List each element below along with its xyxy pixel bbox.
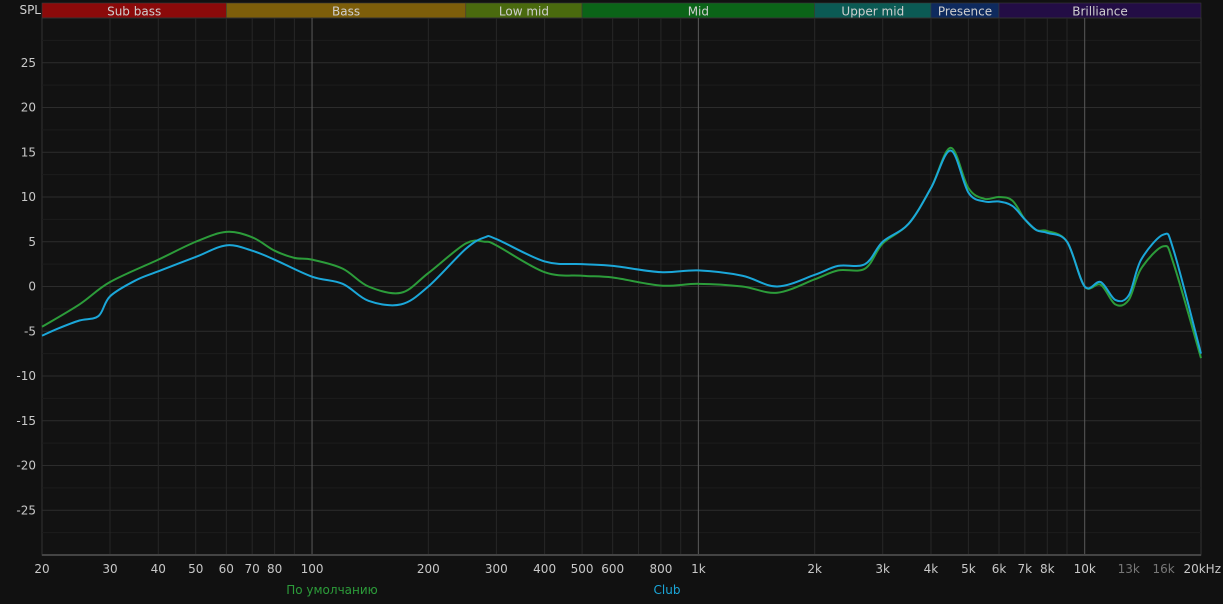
x-tick-label: 200 (417, 562, 440, 576)
x-tick-label: 10k (1074, 562, 1096, 576)
y-axis-label: SPL (19, 3, 41, 17)
series-line-1 (41, 149, 1202, 354)
x-tick-label: 8k (1040, 562, 1055, 576)
y-tick-label: -20 (16, 459, 36, 473)
band-label: Low mid (499, 5, 549, 19)
y-tick-label: 25 (21, 56, 36, 70)
band-label: Upper mid (841, 5, 904, 19)
y-tick-label: 15 (21, 145, 36, 159)
y-tick-label: -10 (16, 369, 36, 383)
y-tick-label: 5 (28, 235, 36, 249)
x-tick-label: 600 (601, 562, 624, 576)
band-label: Presence (938, 5, 992, 19)
legend-entry: По умолчанию (286, 583, 378, 597)
x-tick-label: 3k (875, 562, 890, 576)
y-tick-label: -25 (16, 503, 36, 517)
x-tick-label: 6k (992, 562, 1007, 576)
x-tick-label: 50 (188, 562, 203, 576)
band-label: Sub bass (107, 5, 161, 19)
x-tick-label: 500 (571, 562, 594, 576)
x-tick-label: 7k (1018, 562, 1033, 576)
x-tick-label: 20 (34, 562, 49, 576)
x-tick-label: 70 (245, 562, 260, 576)
x-tick-label: 100 (301, 562, 324, 576)
x-tick-label: 13k (1118, 562, 1140, 576)
x-tick-label: 30 (102, 562, 117, 576)
x-tick-label: 1k (691, 562, 706, 576)
y-tick-label: -15 (16, 414, 36, 428)
y-tick-label: 0 (28, 280, 36, 294)
x-tick-label: 20kHz (1183, 562, 1221, 576)
x-tick-label: 60 (219, 562, 234, 576)
x-tick-label: 2k (807, 562, 822, 576)
y-tick-label: -5 (24, 324, 36, 338)
x-tick-label: 4k (924, 562, 939, 576)
x-tick-label: 16k (1152, 562, 1174, 576)
band-label: Bass (332, 5, 360, 19)
x-tick-label: 300 (485, 562, 508, 576)
y-tick-label: 10 (21, 190, 36, 204)
y-tick-label: 20 (21, 101, 36, 115)
x-tick-label: 400 (533, 562, 556, 576)
band-label: Mid (688, 5, 709, 19)
x-tick-label: 5k (961, 562, 976, 576)
x-tick-label: 40 (151, 562, 166, 576)
x-tick-label: 800 (649, 562, 672, 576)
x-tick-label: 80 (267, 562, 282, 576)
band-label: Brilliance (1072, 5, 1127, 19)
legend-entry: Club (654, 583, 681, 597)
